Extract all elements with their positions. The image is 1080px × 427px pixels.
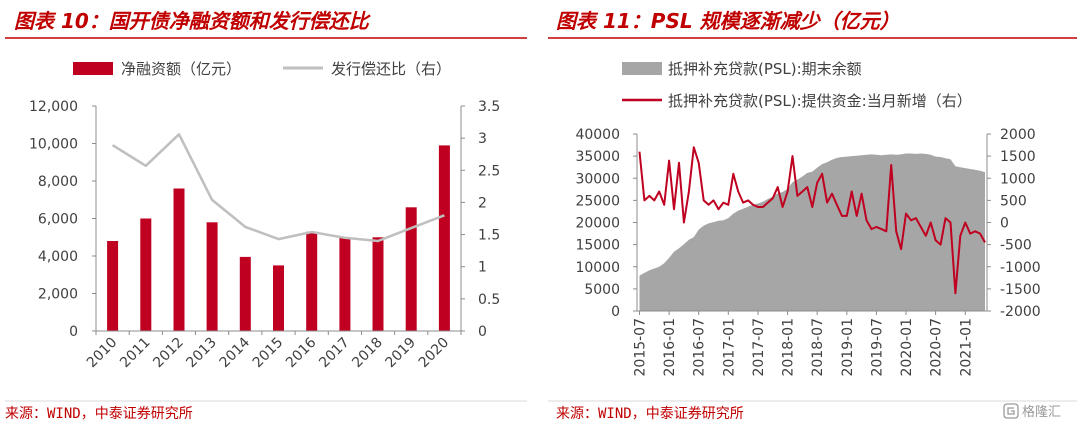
chart-10-x-label: 2010 xyxy=(84,335,121,372)
chart-10-left-tick-label: 6,000 xyxy=(38,212,78,228)
chart-11-right-tick-label: -1500 xyxy=(1000,282,1041,298)
net-financing-bar-2011 xyxy=(140,218,152,331)
chart-11-right-tick-label: -2000 xyxy=(1000,304,1041,320)
legend-swatch-net-financing xyxy=(73,62,113,75)
net-financing-bar-2017 xyxy=(339,237,351,332)
chart-10-left-tick-label: 0 xyxy=(69,324,78,340)
net-financing-bar-2020 xyxy=(438,145,450,331)
net-financing-bar-2013 xyxy=(206,222,218,332)
chart-10-left-tick-label: 10,000 xyxy=(29,137,78,153)
watermark: 格隆汇 xyxy=(1003,403,1061,420)
chart-10-x-label: 2020 xyxy=(416,335,453,372)
chart-11-left-tick-label: 15000 xyxy=(575,238,620,254)
chart-10-legend: 净融资额（亿元） 发行偿还比（右） xyxy=(73,60,451,78)
chart-11-legend: 抵押补充贷款(PSL):期末余额 抵押补充贷款(PSL):提供资金:当月新增（右… xyxy=(622,60,972,110)
chart-11-left-tick-label: 20000 xyxy=(575,216,620,232)
chart-11-left-tick-label: 0 xyxy=(611,304,620,320)
net-financing-bar-2014 xyxy=(239,256,251,331)
chart-10-left-tick-label: 2,000 xyxy=(38,287,78,303)
chart-10-panel: 图表 10：国开债净融资额和发行偿还比 净融资额（亿元） 发行偿还比（右） 02… xyxy=(5,9,527,422)
chart-11-right-tick-label: 1500 xyxy=(1000,149,1036,165)
chart-11-right-tick-label: -1000 xyxy=(1000,260,1041,276)
chart-11-x-label: 2016-01 xyxy=(662,318,678,377)
chart-10-plot-area: 0 2,000 4,000 6,000 8,000 10,000 12,000 0 0.5 1 1.… xyxy=(29,99,500,371)
net-financing-bar-2012 xyxy=(173,188,185,331)
net-financing-bar-2018 xyxy=(372,237,384,332)
chart-11-x-label: 2019-07 xyxy=(869,318,885,377)
chart-11-x-label: 2020-01 xyxy=(899,318,915,377)
net-financing-bar-2015 xyxy=(273,265,284,331)
legend-label-psl-monthly-new: 抵押补充贷款(PSL):提供资金:当月新增（右） xyxy=(668,92,972,110)
chart-10-left-tick-label: 8,000 xyxy=(38,174,78,190)
chart-11-right-tick-label: 500 xyxy=(1000,193,1027,209)
chart-10-right-tick-label: 2 xyxy=(478,195,487,211)
chart-11-left-tick-label: 40000 xyxy=(575,127,620,143)
chart-10-source: 来源：WIND，中泰证券研究所 xyxy=(5,406,193,422)
chart-11-left-tick-label: 25000 xyxy=(575,193,620,209)
chart-11-right-tick-label: 2000 xyxy=(1000,127,1036,143)
chart-10-right-tick-label: 0.5 xyxy=(478,292,500,308)
chart-11-plot-area: 0500010000150002000025000300003500040000… xyxy=(575,127,1040,377)
chart-11-x-label: 2019-01 xyxy=(840,318,856,377)
chart-11-x-label: 2021-01 xyxy=(958,318,974,377)
watermark-text: 格隆汇 xyxy=(1022,404,1061,420)
chart-11-panel: 图表 11：PSL 规模逐渐减少（亿元） 抵押补充贷款(PSL):期末余额 抵押… xyxy=(548,9,1077,422)
net-financing-bar-2010 xyxy=(107,241,119,331)
gelonghui-logo-icon xyxy=(1003,403,1019,419)
psl-monthly-new-line xyxy=(638,146,986,295)
chart-10-x-label: 2016 xyxy=(283,334,320,371)
chart-11-right-tick-label: 1000 xyxy=(1000,171,1036,187)
legend-label-psl-balance: 抵押补充贷款(PSL):期末余额 xyxy=(668,60,862,78)
chart-10-x-label: 2017 xyxy=(316,335,353,372)
chart-11-left-tick-label: 10000 xyxy=(575,260,620,276)
chart-11-x-label: 2017-07 xyxy=(751,318,767,377)
chart-10-right-tick-label: 3.5 xyxy=(478,99,500,115)
issuance-repayment-ratio-line xyxy=(111,133,445,243)
net-financing-bar-2016 xyxy=(306,231,318,331)
chart-11-left-tick-label: 30000 xyxy=(575,171,620,187)
chart-10-x-label: 2013 xyxy=(183,335,220,372)
chart-10-right-tick-label: 1.5 xyxy=(478,228,500,244)
chart-11-left-tick-label: 35000 xyxy=(575,149,620,165)
legend-label-issuance-ratio: 发行偿还比（右） xyxy=(331,60,451,78)
chart-11-left-tick-label: 5000 xyxy=(584,282,620,298)
chart-11-right-tick-label: 0 xyxy=(1000,216,1009,232)
chart-10-x-label: 2014 xyxy=(217,334,254,371)
chart-11-title: 图表 11：PSL 规模逐渐减少（亿元） xyxy=(556,9,900,33)
chart-10-x-label: 2018 xyxy=(349,335,386,372)
chart-11-x-label: 2017-01 xyxy=(721,318,737,377)
net-financing-bar-2019 xyxy=(405,207,417,332)
chart-11-x-label: 2018-07 xyxy=(810,318,826,377)
chart-10-x-label: 2012 xyxy=(150,335,187,372)
chart-11-x-label: 2020-07 xyxy=(929,318,945,377)
psl-balance-area xyxy=(639,153,985,311)
chart-10-right-tick-label: 3 xyxy=(478,131,487,147)
legend-label-net-financing: 净融资额（亿元） xyxy=(121,60,241,78)
chart-11-x-label: 2018-01 xyxy=(781,318,797,377)
chart-10-left-tick-label: 12,000 xyxy=(29,99,78,115)
chart-10-x-label: 2019 xyxy=(383,335,420,372)
chart-10-right-tick-label: 0 xyxy=(478,324,487,340)
chart-10-left-tick-label: 4,000 xyxy=(38,249,78,265)
chart-11-source: 来源：WIND，中泰证券研究所 xyxy=(556,406,744,422)
chart-11-right-tick-label: -500 xyxy=(1000,238,1032,254)
chart-10-x-label: 2011 xyxy=(117,335,154,372)
chart-10-right-tick-label: 2.5 xyxy=(478,163,500,179)
chart-11-x-label: 2015-07 xyxy=(633,318,649,377)
chart-10-x-label: 2015 xyxy=(250,335,287,372)
chart-10-title: 图表 10：国开债净融资额和发行偿还比 xyxy=(14,9,372,33)
chart-10-right-tick-label: 1 xyxy=(478,260,487,276)
chart-11-x-label: 2016-07 xyxy=(692,318,708,377)
legend-swatch-psl-balance xyxy=(622,62,662,75)
